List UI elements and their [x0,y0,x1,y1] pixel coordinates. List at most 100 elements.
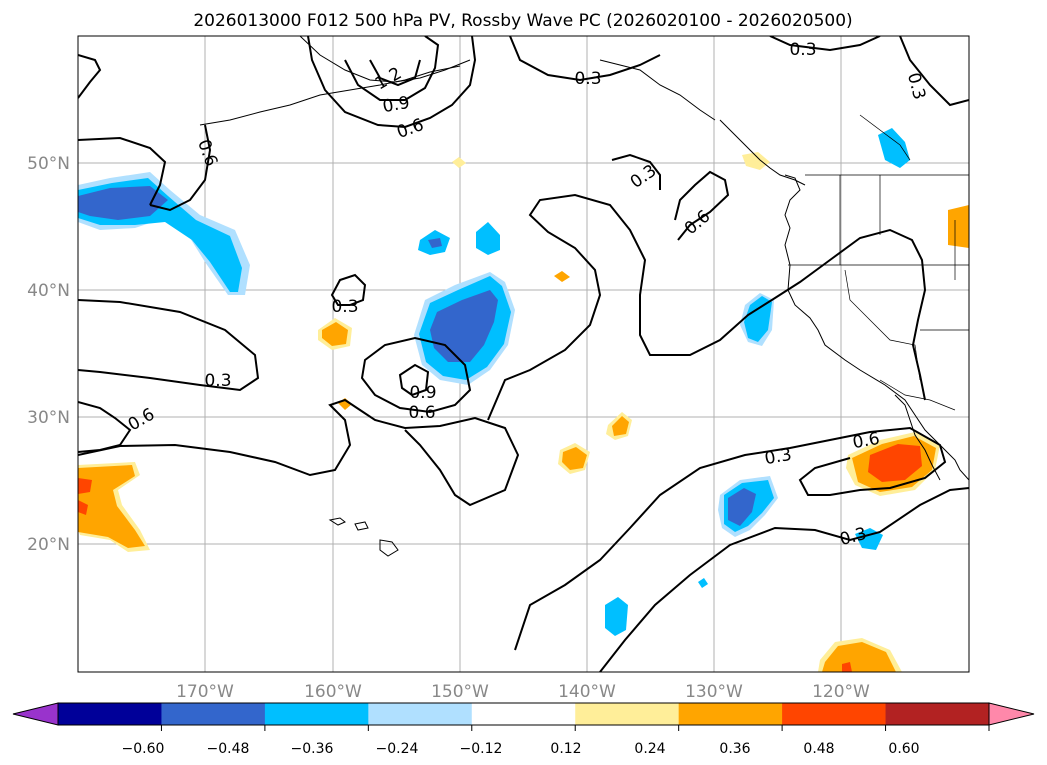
colorbar-segment [58,703,163,725]
colorbar-tick-label: 0.12 [550,741,581,757]
contour-line [78,398,520,507]
lon-label: 140°W [558,682,616,702]
alaska-coast [299,36,471,83]
colorbar-extend-high [988,702,1035,726]
lon-label: 160°W [304,682,362,702]
colorbar-tick-label: −0.12 [460,741,503,757]
alaska-panhandle [599,59,716,121]
contour-line [78,299,260,392]
pv-anomaly-region [744,296,772,342]
map-panel: 0.3 0.3 0.3 0.3 0.3 0.3 0.3 0.6 0.6 0.6 … [78,36,969,672]
colorbar-tick-label: 0.24 [634,741,665,757]
pv-anomaly-region [78,478,92,494]
map-title: 2026013000 F012 500 hPa PV, Rossby Wave … [193,11,852,31]
pv-anomaly-region [476,222,500,255]
contour-line [360,336,472,414]
pv-contours [78,36,969,672]
contour-line [899,36,969,107]
lon-label: 130°W [685,682,743,702]
canada-coast [719,119,806,186]
contour-label: 0.3 [789,40,816,60]
graticule [78,36,969,672]
colorbar-tick-label: 0.48 [803,741,834,757]
pv-anomaly-region [868,444,922,482]
lon-label: 120°W [812,682,870,702]
colorbar-segment [161,703,266,725]
colorbar-tick-label: 0.60 [888,741,919,757]
pv-anomaly-region [78,500,88,515]
pv-anomaly-region [430,290,498,362]
contour-line [509,36,661,82]
contour-line [344,36,440,101]
pv-anomaly-region [948,205,969,248]
colorbar-tick-label: −0.36 [291,741,334,757]
colorbar: −0.60 −0.48 −0.36 −0.24 −0.12 0.12 0.24 … [12,702,1035,757]
colorbar-segment [575,703,680,725]
colorbar-segment [678,703,783,725]
hawaii-islands [328,517,399,557]
aleutian-chain [199,65,461,126]
colorbar-frame [57,702,990,726]
lat-label: 20°N [27,535,70,555]
contour-label: 0.3 [204,371,231,391]
colorbar-segment [264,703,369,725]
contour-line [514,426,947,651]
colorbar-tick-label: −0.60 [122,741,165,757]
pv-anomaly-region [78,186,168,220]
pv-anomaly-region [742,152,770,170]
map-frame [77,35,970,673]
pv-anomaly-region [428,238,442,248]
lat-label: 50°N [27,154,70,174]
pv-anomaly-region [878,128,910,168]
pv-anomaly-region [612,416,629,436]
contour-line [398,363,430,397]
pv-anomaly-region [562,447,587,470]
lat-label: 30°N [27,408,70,428]
pv-anomaly-region [452,157,466,168]
contour-line [611,153,661,190]
colorbar-tick-label: −0.48 [207,741,250,757]
contour-line [599,487,969,672]
lon-label: 170°W [176,682,234,702]
contour-label: 0.3 [763,445,793,469]
pv-anomaly-region [822,642,896,672]
contour-label: 0.9 [409,383,436,403]
contour-label: 0.6 [408,403,435,423]
colorbar-segment [885,703,990,725]
longitude-labels: 170°W 160°W 150°W 140°W 130°W 120°W [176,682,870,702]
lat-label: 40°N [27,281,70,301]
colorbar-segment [368,703,473,725]
pv-anomaly-region [78,465,145,548]
baja-peninsula [894,394,941,481]
contour-line [307,36,477,129]
colorbar-segment [471,703,576,725]
contour-label: 0.3 [574,69,601,89]
negative-anomaly-shading [78,128,910,636]
contour-line [78,54,102,99]
contour-line [78,136,167,206]
contour-line [487,193,927,421]
contour-line [330,273,367,306]
north-america-coast [784,174,969,481]
positive-anomaly-shading [78,152,969,672]
colorbar-tick-label: 0.36 [719,741,750,757]
contour-line [369,59,421,87]
coastlines [199,36,969,557]
colorbar-tick-label: −0.24 [376,741,419,757]
pv-anomaly-region [842,662,852,672]
pv-anomaly-region [322,322,348,346]
colorbar-extend-low [12,702,59,726]
contour-label: 0.6 [851,429,881,453]
contour-line [149,124,212,212]
pv-anomaly-region [728,488,756,526]
contour-line [769,36,881,52]
contour-line [674,170,730,241]
contour-label: 0.3 [331,297,358,317]
latitude-labels: 50°N 40°N 30°N 20°N [27,154,70,555]
lon-label: 150°W [431,682,489,702]
contour-label: 0.9 [381,93,411,117]
pv-anomaly-region [698,578,708,588]
pv-anomaly-region [605,597,628,636]
pv-anomaly-region [554,271,570,282]
